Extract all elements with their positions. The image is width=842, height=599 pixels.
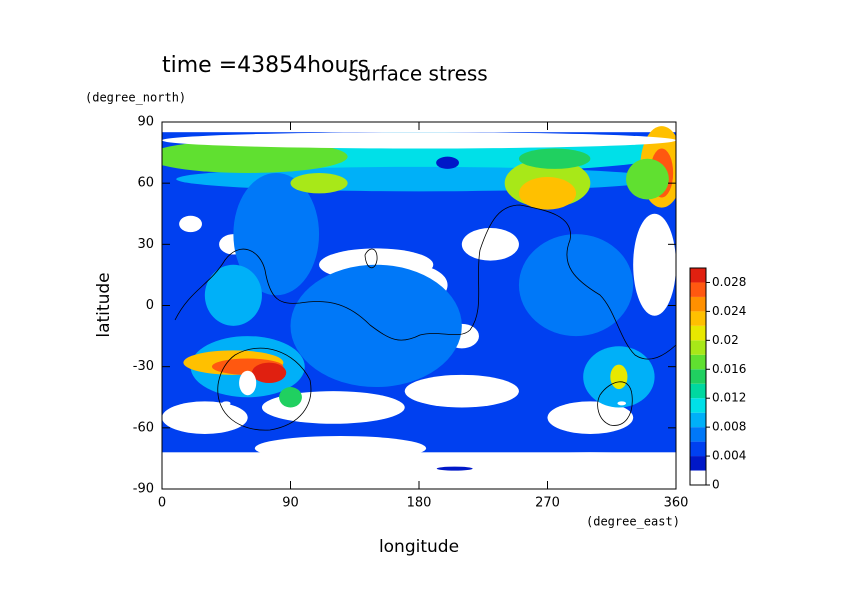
y-tick-label: -60 [133,420,154,435]
chart-subtitle: time =43854hours [162,53,369,78]
colorbar-tick-label: 0.008 [712,420,746,434]
colorbar-tick-label: 0.004 [712,449,746,463]
x-tick-label: 180 [407,496,432,511]
y-tick-label: 60 [137,176,154,191]
contour-region [290,264,462,388]
contour-region [179,215,202,233]
colorbar-band [690,412,706,428]
contour-region [547,401,634,434]
contour-region [239,370,257,396]
contour-region [204,264,262,326]
contour-region [610,364,628,390]
contour-region [233,172,320,296]
contour-region [518,234,634,337]
y-tick-label: 0 [146,298,154,313]
y-tick-label: -30 [133,359,154,374]
coastline [217,347,312,431]
colorbar-band [690,340,706,355]
coastlines [174,204,676,431]
colorbar-band [690,296,706,312]
contour-region [404,374,519,408]
contour-region [162,401,248,434]
contour-field [162,126,676,477]
contour-region [633,213,676,316]
colorbar: 0 0.004 0.008 0.012 0.016 0.02 0.024 0.028 [689,267,746,492]
contour-region [617,401,627,406]
colorbar-band [690,383,706,399]
coastline [597,381,633,426]
colorbar-band [690,282,706,297]
coastline [174,204,676,360]
colorbar-band [690,441,706,457]
contour-region [162,132,676,149]
x-unit: (degree_east) [586,515,680,529]
colorbar-band [690,369,706,384]
colorbar-tick-label: 0.012 [712,391,746,405]
colorbar-tick-label: 0.024 [712,304,746,318]
x-tick-label: 90 [282,496,299,511]
contour-region [251,362,287,383]
colorbar-band [690,470,706,485]
contour-region [461,228,519,261]
y-tick-label: 30 [137,237,154,252]
x-axis-label: longitude [379,537,459,557]
colorbar-band [690,268,706,283]
y-tick-label: -90 [133,482,154,497]
colorbar-band [690,325,706,341]
x-tick-label: 360 [664,496,689,511]
y-axis-label: latitude [94,272,114,337]
contour-region [279,387,302,408]
x-tick-label: 270 [535,496,560,511]
colorbar-band [690,398,706,413]
contour-region [518,177,577,210]
colorbar-tick-label: 0.028 [712,275,746,289]
contour-region [436,156,459,169]
colorbar-tick-label: 0 [712,478,720,492]
colorbar-band [690,311,706,326]
contour-region [436,466,473,471]
colorbar-band [690,427,706,442]
contour-region [221,401,231,406]
contour-region [518,148,591,169]
y-tick-label: 90 [137,115,154,130]
chart-title: surface stress [348,62,487,86]
axes: 0 90 180 270 360 -90 -60 -30 0 30 60 90 [133,115,689,511]
contour-region [626,158,669,200]
contour-region [476,452,676,477]
x-tick-label: 0 [158,496,166,511]
colorbar-frame [689,267,707,486]
contour-region [162,140,348,173]
colorbar-band [690,456,706,471]
y-unit: (degree_north) [85,91,186,105]
contour-region [290,172,348,194]
colorbar-tick-label: 0.016 [712,362,746,376]
colorbar-band [690,354,706,370]
coastline [364,248,378,269]
colorbar-tick-label: 0.02 [712,333,739,347]
contour-region [254,435,427,461]
